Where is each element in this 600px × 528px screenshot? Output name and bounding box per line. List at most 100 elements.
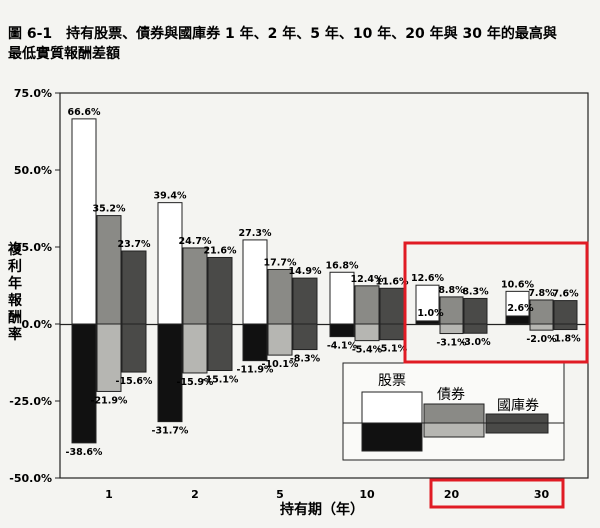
x-axis-label: 持有期（年）	[280, 501, 364, 518]
bar-min-s2-c4	[463, 323, 488, 334]
y-tick-2: 25.0%	[14, 241, 52, 254]
label-min-s1-c5: -2.0%	[526, 334, 557, 345]
data-labels: 66.6% -38.6% 35.2% -21.9% 23.7% -15.6% 39.4% -3…	[66, 107, 582, 458]
bar-min-s1-c4	[439, 323, 464, 335]
legend-bonds-label: 債券	[437, 387, 465, 403]
bar-max-s1-c0	[96, 215, 122, 325]
label-max-s1-c0: 35.2%	[93, 204, 126, 215]
label-max-s1-c3: 12.4%	[351, 274, 384, 285]
y-axis-label-char: 年	[8, 275, 22, 292]
bar-min-s2-c0	[121, 323, 147, 373]
bar-min-s0-c3	[329, 323, 355, 338]
legend: 股票 債券 國庫券	[342, 362, 565, 461]
bar-max-s2-c2	[292, 277, 318, 325]
label-max-s0-c4: 12.6%	[411, 273, 444, 284]
bar-min-s1-c2	[267, 323, 293, 356]
x-tick-0: 1	[105, 488, 113, 501]
bar-max-s2-c3	[379, 287, 405, 325]
label-min-s0-c1: -31.7%	[152, 426, 189, 437]
y-tick-5: -50.0%	[9, 472, 52, 485]
highlight-box-bars	[403, 241, 589, 364]
label-max-s0-c3: 16.8%	[326, 260, 359, 271]
bar-min-s0-c4	[415, 320, 440, 325]
bar-min-s0-c5	[505, 315, 530, 325]
label-min-s2-c5: -1.8%	[550, 334, 581, 345]
label-min-s1-c4: -3.1%	[436, 338, 467, 349]
figure-title-line1: 圖 6-1 持有股票、債券與國庫券 1 年、2 年、5 年、10 年、20 年與…	[8, 25, 557, 42]
y-tick-1: 50.0%	[14, 164, 52, 177]
bar-min-s2-c3	[379, 323, 405, 341]
figure-title-line2: 最低實質報酬差額	[8, 45, 120, 62]
y-tick-0: 75.0%	[14, 87, 52, 100]
label-min-s2-c2: -8.3%	[290, 354, 321, 365]
y-tick-4: -25.0%	[9, 395, 52, 408]
y-axis-label-char: 率	[8, 326, 22, 343]
label-max-s0-c5: 10.6%	[501, 279, 534, 290]
label-min-s1-c2: -10.1%	[262, 359, 299, 370]
label-min-s1-c0: -21.9%	[91, 395, 128, 406]
y-tick-3: 0.0%	[21, 318, 52, 331]
bar-min-s1-c3	[354, 323, 380, 342]
label-max-s1-c4: 8.8%	[438, 285, 465, 296]
bar-max-s2-c1	[207, 256, 233, 325]
legend-bonds-min-swatch	[423, 422, 485, 438]
bar-max-s2-c0	[121, 250, 147, 325]
legend-bills-label: 國庫券	[497, 397, 539, 414]
bar-max-s0-c3	[329, 271, 355, 325]
bar-max-s1-c2	[267, 268, 293, 325]
label-max-s2-c0: 23.7%	[118, 239, 151, 250]
x-tick-4: 20	[444, 488, 460, 501]
bar-max-s0-c2	[242, 239, 268, 325]
bar-max-s1-c1	[182, 247, 208, 325]
label-min-s1-c3: -5.4%	[352, 345, 383, 356]
label-min-s2-c0: -15.6%	[116, 376, 153, 387]
label-min-s2-c4: -3.0%	[460, 337, 491, 348]
bar-min-s2-c2	[292, 323, 318, 351]
bar-min-s2-c5	[553, 323, 578, 331]
y-axis-label-char: 複	[7, 241, 23, 258]
y-ticks: 75.0% 50.0% 25.0% 0.0% -25.0% -50.0%	[9, 87, 60, 485]
bar-max-s1-c3	[354, 285, 380, 325]
legend-bonds-max-swatch	[423, 403, 485, 424]
label-max-s2-c3: 11.6%	[376, 276, 409, 287]
bar-min-s2-c1	[207, 323, 233, 372]
y-axis-label-char: 酬	[8, 310, 22, 326]
bar-min-s0-c1	[157, 323, 183, 423]
label-max-s0-c1: 39.4%	[154, 191, 187, 202]
label-max-s2-c4: 8.3%	[462, 286, 489, 297]
bar-max-s2-c4	[463, 297, 488, 325]
y-axis-label-char: 報	[8, 292, 23, 309]
label-max-s1-c1: 24.7%	[179, 236, 212, 247]
label-max-s2-c1: 21.6%	[204, 245, 237, 256]
bar-min-s1-c1	[182, 323, 208, 374]
label-min-s0-c4: 1.0%	[417, 308, 444, 319]
label-max-s2-c2: 14.9%	[289, 266, 322, 277]
bars	[71, 118, 578, 444]
label-min-s0-c2: -11.9%	[237, 365, 274, 376]
bar-min-s0-c0	[71, 323, 97, 444]
bar-min-s1-c5	[529, 323, 554, 331]
label-min-s0-c5: 2.6%	[507, 303, 534, 314]
label-max-s1-c5: 7.8%	[528, 288, 555, 299]
bar-max-s0-c1	[157, 202, 183, 325]
bar-min-s1-c0	[96, 323, 122, 392]
x-tick-3: 10	[359, 488, 375, 501]
label-min-s0-c3: -4.1%	[327, 341, 358, 352]
x-ticks: 1 2 5 10 20 30	[105, 488, 549, 501]
legend-bills-max-swatch	[485, 413, 549, 424]
legend-stocks-label: 股票	[378, 373, 406, 389]
y-axis-label-char: 利	[8, 258, 22, 275]
label-max-s0-c2: 27.3%	[239, 228, 272, 239]
label-min-s2-c1: -15.1%	[202, 375, 239, 386]
legend-bills-min-swatch	[485, 422, 549, 434]
y-axis-label: 複利年報酬率	[7, 241, 23, 343]
highlight-box-axis	[429, 478, 565, 509]
legend-stocks-min-swatch	[361, 422, 423, 452]
x-tick-5: 30	[534, 488, 550, 501]
legend-stocks-max-swatch	[361, 391, 423, 424]
label-max-s2-c5: 7.6%	[552, 289, 579, 300]
label-max-s0-c0: 66.6%	[68, 107, 101, 118]
bar-min-s0-c2	[242, 323, 268, 362]
x-tick-2: 5	[276, 488, 284, 501]
label-max-s1-c2: 17.7%	[264, 257, 297, 268]
